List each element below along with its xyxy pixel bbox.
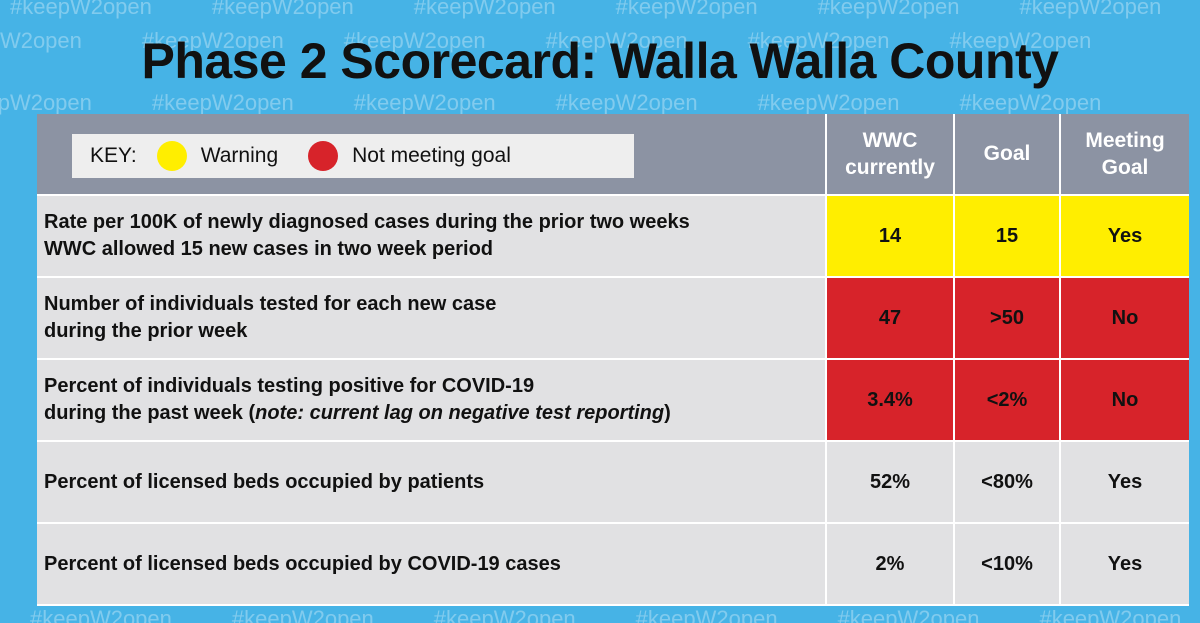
- row-description: Rate per 100K of newly diagnosed cases d…: [37, 196, 825, 276]
- current-value: 3.4%: [827, 360, 953, 440]
- bg-hashtag: #keepW2open: [837, 606, 980, 623]
- not-meeting-dot-icon: [308, 141, 339, 171]
- row-description-line1: Rate per 100K of newly diagnosed cases d…: [44, 211, 690, 233]
- bg-hashtag: #keepW2open: [0, 28, 82, 53]
- page-title: Phase 2 Scorecard: Walla Walla County: [141, 33, 1059, 89]
- bg-hashtag: #keepW2open: [949, 28, 1092, 53]
- row-description-line1: Percent of licensed beds occupied by COV…: [44, 552, 561, 575]
- goal-value: <80%: [955, 442, 1059, 522]
- current-value: 52%: [827, 442, 953, 522]
- legend-key: KEY: Warning Not meeting goal: [72, 134, 634, 178]
- meeting-goal-value: Yes: [1061, 524, 1189, 604]
- bg-hashtag: #keepW2open: [959, 90, 1102, 115]
- bg-hashtag: #keepW2open: [555, 90, 698, 115]
- goal-value: 15: [955, 196, 1059, 276]
- bg-hashtag: #keepW2open: [211, 0, 354, 19]
- row-description-line2: WWC allowed 15 new cases in two week per…: [44, 238, 494, 260]
- table-row: Percent of licensed beds occupied by COV…: [37, 524, 1189, 604]
- bg-hashtag: #keepW2open: [10, 0, 152, 19]
- key-warning-label: Warning: [200, 144, 279, 167]
- current-value: 2%: [827, 524, 953, 604]
- meeting-goal-value: No: [1061, 360, 1189, 440]
- bg-hashtag: #keepW2open: [353, 90, 496, 115]
- bg-hashtag: #keepW2open: [635, 606, 778, 623]
- bg-hashtag: #keepW2open: [747, 28, 890, 53]
- line2-suffix: ): [664, 402, 671, 424]
- bg-hashtag: #keepW2open: [545, 28, 688, 53]
- meeting-goal-value: Yes: [1061, 196, 1189, 276]
- bg-hashtag: #keepW2open: [343, 28, 486, 53]
- current-value: 14: [827, 196, 953, 276]
- goal-value: >50: [955, 278, 1059, 358]
- header-key-area: KEY: Warning Not meeting goal: [37, 114, 825, 194]
- row-description: Percent of individuals testing positive …: [37, 360, 825, 440]
- goal-value: <2%: [955, 360, 1059, 440]
- bg-hashtag: #keepW2open: [141, 28, 284, 53]
- table-row: Rate per 100K of newly diagnosed cases d…: [37, 196, 1189, 276]
- bg-hashtag: #keepW2open: [1039, 606, 1182, 623]
- bg-hashtag: #keepW2open: [817, 0, 960, 19]
- table-row: Number of individuals tested for each ne…: [37, 278, 1189, 358]
- row-description: Percent of licensed beds occupied by pat…: [37, 442, 825, 522]
- row-description: Number of individuals tested for each ne…: [37, 278, 825, 358]
- row-description-line2: during the prior week: [44, 320, 248, 342]
- bg-hashtag: #keepW2open: [433, 606, 576, 623]
- bg-hashtag: #keepW2open: [30, 606, 172, 623]
- key-label: KEY:: [90, 144, 137, 167]
- current-value: 47: [827, 278, 953, 358]
- bg-hashtag: #keepW2open: [757, 90, 900, 115]
- column-header-goal: Goal: [955, 114, 1059, 194]
- bg-hashtag: #keepW2open: [1019, 0, 1162, 19]
- meeting-goal-value: No: [1061, 278, 1189, 358]
- column-header-current: WWC currently: [827, 114, 953, 194]
- bg-hashtag: #keepW2open: [0, 90, 92, 115]
- table-row: Percent of individuals testing positive …: [37, 360, 1189, 440]
- row-description-line1: Number of individuals tested for each ne…: [44, 293, 497, 315]
- column-header-meeting: Meeting Goal: [1061, 114, 1189, 194]
- row-description-line1: Percent of licensed beds occupied by pat…: [44, 470, 485, 493]
- meeting-goal-value: Yes: [1061, 442, 1189, 522]
- bg-hashtag: #keepW2open: [413, 0, 556, 19]
- bg-hashtag: #keepW2open: [231, 606, 374, 623]
- key-not-meeting-label: Not meeting goal: [352, 144, 511, 167]
- warning-dot-icon: [156, 141, 187, 171]
- goal-value: <10%: [955, 524, 1059, 604]
- line2-note: note: current lag on negative test repor…: [255, 402, 665, 424]
- table-row: Percent of licensed beds occupied by pat…: [37, 442, 1189, 522]
- bg-hashtag: #keepW2open: [615, 0, 758, 19]
- scorecard-table: KEY: Warning Not meeting goal WWC curren…: [37, 114, 1189, 606]
- bg-hashtag: #keepW2open: [151, 90, 294, 115]
- table-header: KEY: Warning Not meeting goal WWC curren…: [37, 114, 1189, 194]
- row-description-line1: Percent of individuals testing positive …: [44, 375, 535, 397]
- row-description: Percent of licensed beds occupied by COV…: [37, 524, 825, 604]
- row-description-line2: during the past week (note: current lag …: [44, 400, 825, 427]
- line2-prefix: during the past week (: [44, 402, 256, 424]
